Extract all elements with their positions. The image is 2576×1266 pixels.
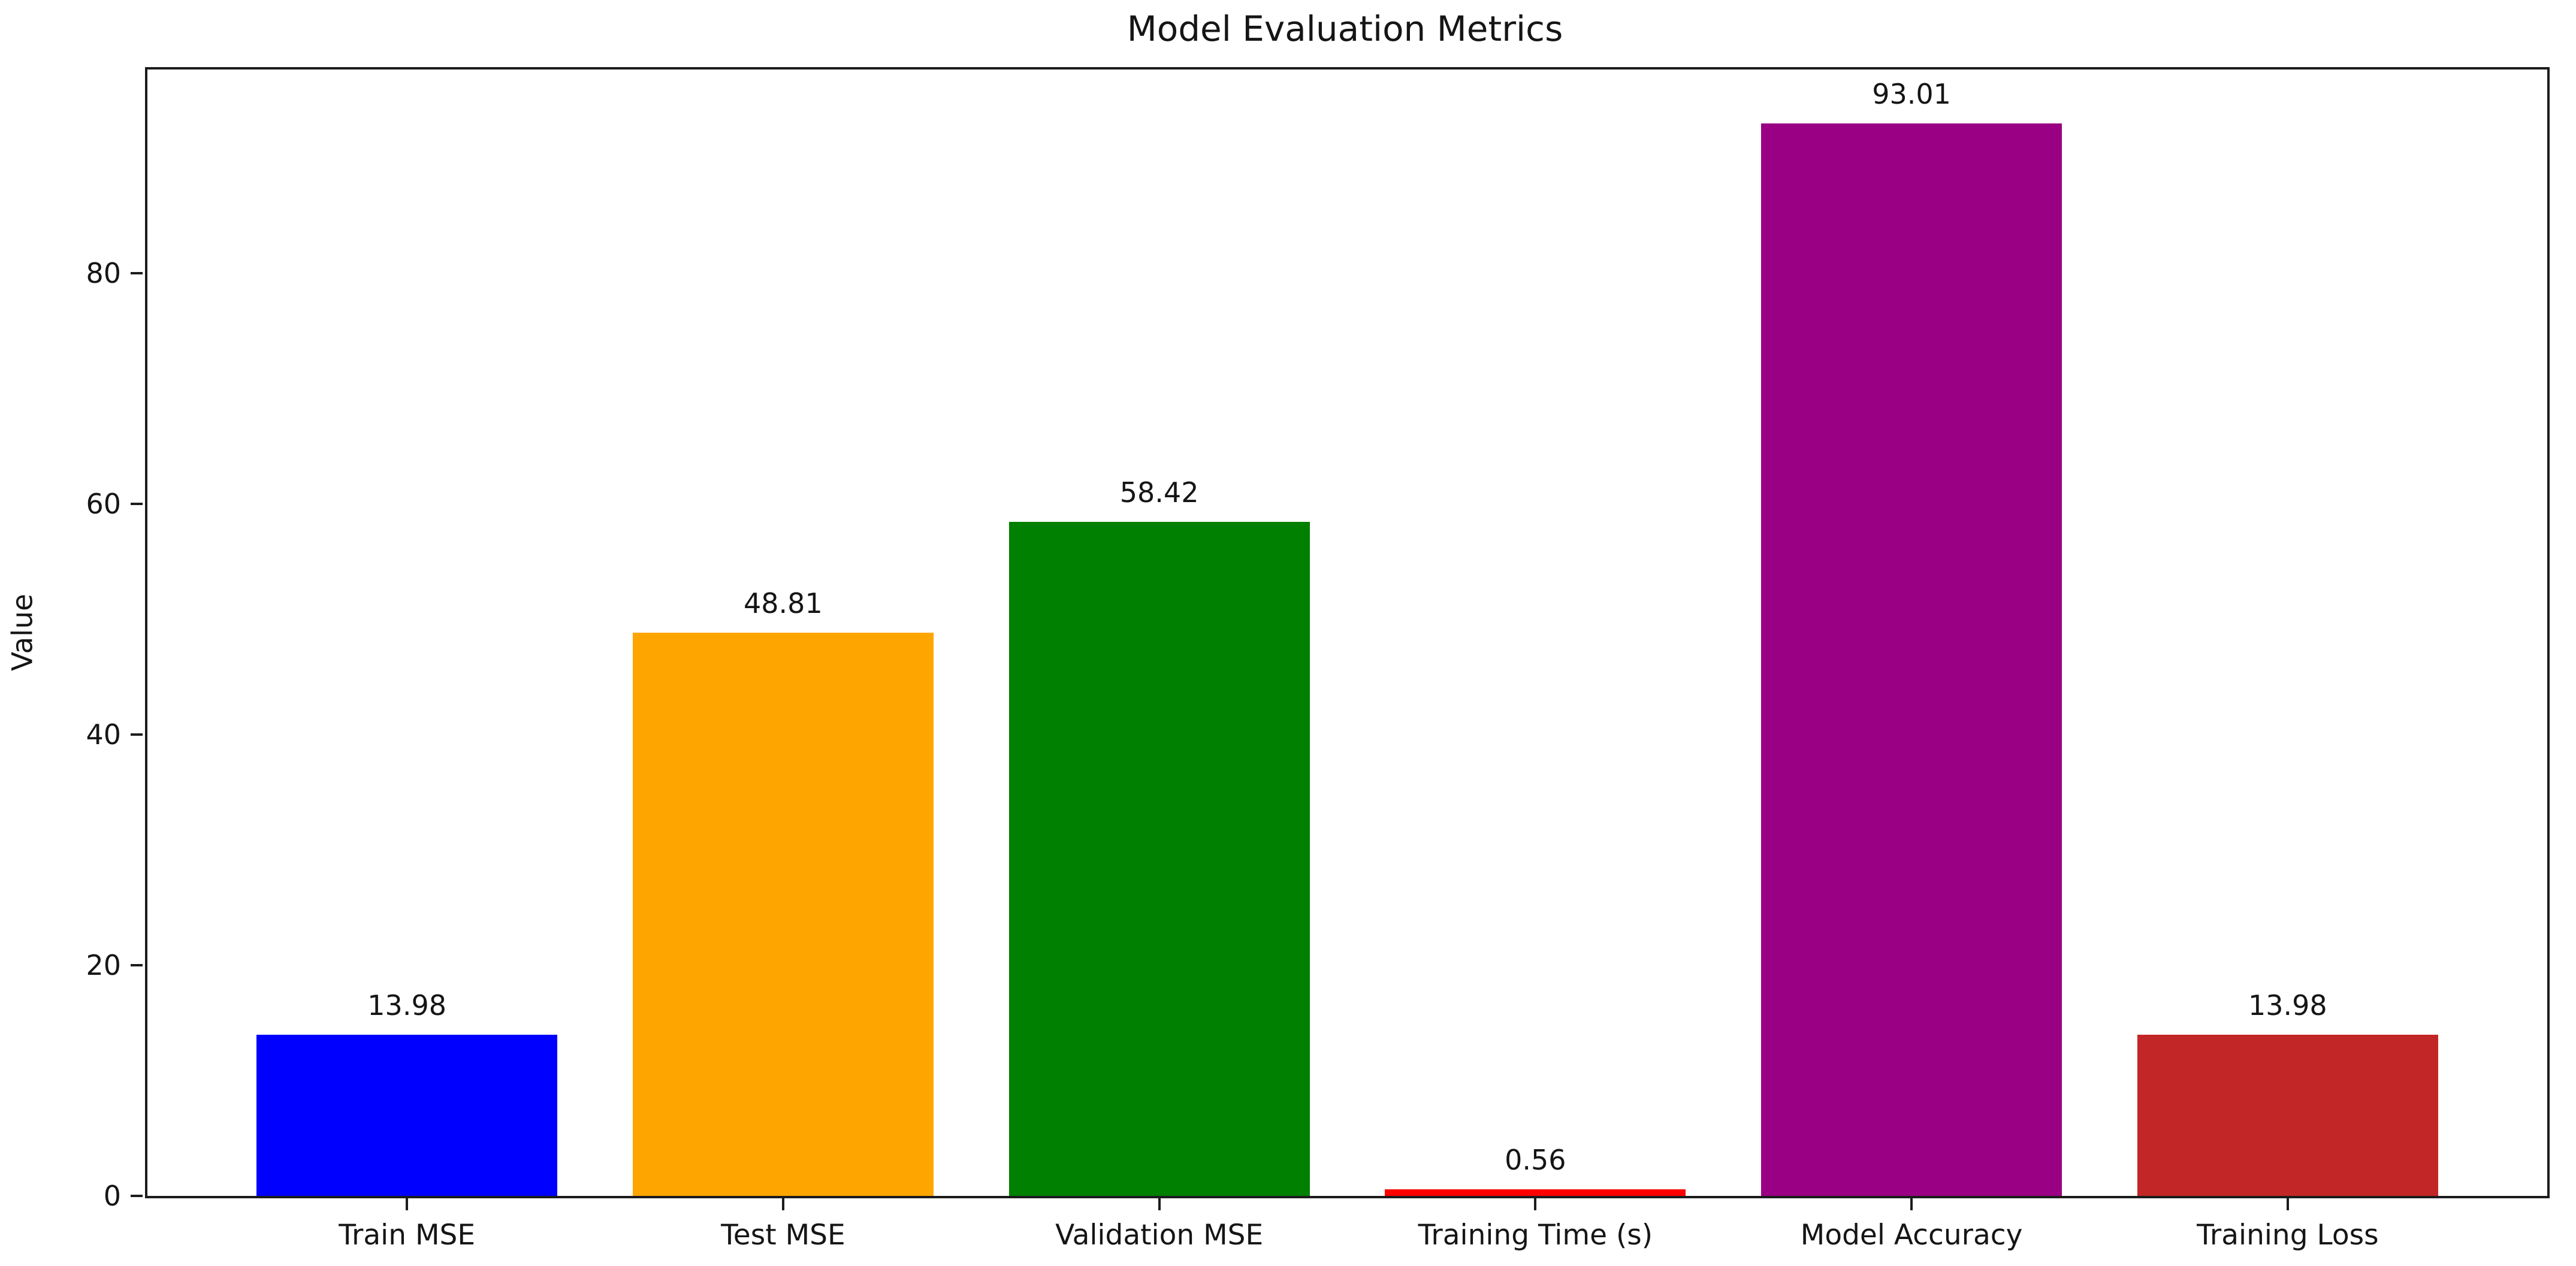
x-tick-mark <box>1910 1198 1913 1210</box>
x-tick-mark <box>781 1198 784 1210</box>
x-tick-mark <box>2286 1198 2289 1210</box>
bar-value-label: 0.56 <box>1505 1144 1566 1177</box>
plot-area: 0 20 40 60 80 13.98 Train MSE 48.81 Test MSE 58.4… <box>86 67 2550 1252</box>
bar-value-label: 13.98 <box>2248 989 2327 1022</box>
bar-validation-mse <box>1008 522 1310 1196</box>
y-tick-mark <box>131 271 143 274</box>
x-tick-mark <box>406 1198 409 1210</box>
y-tick-mark <box>131 1195 143 1197</box>
y-axis-label: Value <box>6 593 40 672</box>
bar-value-label: 48.81 <box>744 587 823 620</box>
y-tick-label: 40 <box>86 718 121 751</box>
x-tick-label-training-loss: Training Loss <box>2197 1219 2379 1252</box>
chart-title: Model Evaluation Metrics <box>1127 8 1563 49</box>
bar-value-label: 58.42 <box>1119 476 1199 509</box>
x-tick-mark <box>1158 1198 1161 1210</box>
x-tick-mark <box>1534 1198 1537 1210</box>
x-tick-label-test-mse: Test MSE <box>721 1219 845 1252</box>
y-tick-label: 60 <box>86 487 121 520</box>
x-tick-label-train-mse: Train MSE <box>339 1219 476 1252</box>
y-tick-mark <box>131 963 143 966</box>
bar-value-label: 93.01 <box>1872 77 1951 110</box>
y-tick-label: 80 <box>86 256 121 289</box>
bar-value-label: 13.98 <box>367 989 446 1022</box>
y-tick-mark <box>131 502 143 505</box>
bar-training-loss <box>2137 1034 2438 1196</box>
x-tick-label-validation-mse: Validation MSE <box>1055 1219 1264 1252</box>
y-tick-label: 0 <box>103 1180 121 1212</box>
y-tick-mark <box>131 733 143 736</box>
y-tick-label: 20 <box>86 948 121 981</box>
x-tick-label-model-accuracy: Model Accuracy <box>1800 1219 2023 1252</box>
bar-training-time-s <box>1385 1189 1686 1196</box>
bar-model-accuracy <box>1761 123 2062 1196</box>
bar-test-mse <box>632 633 934 1196</box>
bar-train-mse <box>256 1034 558 1196</box>
x-tick-label-training-time-s: Training Time (s) <box>1418 1219 1653 1252</box>
